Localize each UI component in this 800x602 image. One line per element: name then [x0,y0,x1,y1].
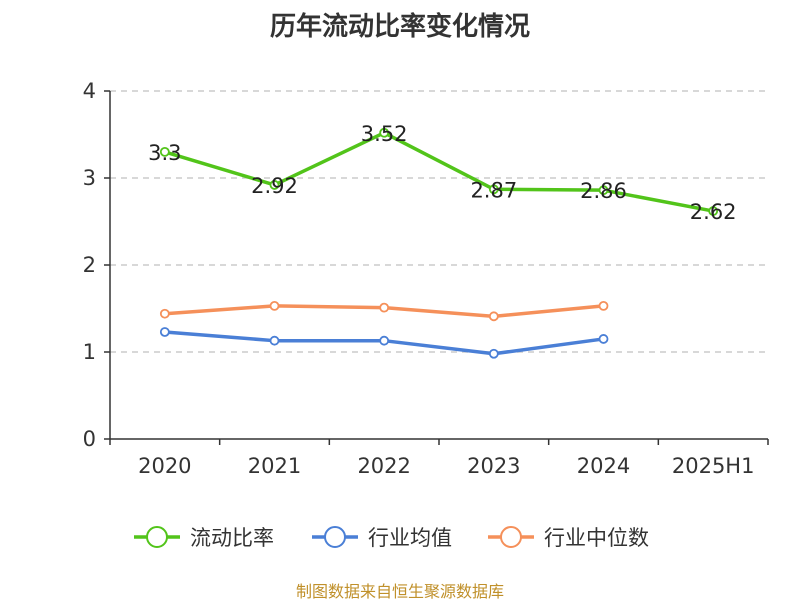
y-tick-label-0: 0 [83,427,96,451]
legend-label-1: 行业均值 [368,526,452,550]
data-point-0-4[interactable] [598,185,609,196]
x-tick-label-2023: 2023 [467,454,520,478]
legend-item-1[interactable]: 行业均值 [312,526,452,550]
data-label-4: 2.86 [580,179,627,203]
data-point-2-3[interactable] [488,311,499,322]
source-note: 制图数据来自恒生聚源数据库 [295,582,504,601]
data-label-5: 2.62 [690,200,737,224]
x-tick-label-2021: 2021 [248,454,301,478]
y-tick-label-2: 2 [83,253,96,277]
data-point-2-1[interactable] [269,300,280,311]
chart-title: 历年流动比率变化情况 [269,12,530,42]
data-point-0-5[interactable] [708,206,719,216]
data-label-2: 3.52 [361,122,408,146]
y-tick-label-3: 3 [83,166,96,190]
x-tick-label-2024: 2024 [577,454,630,478]
data-point-2-2[interactable] [379,302,390,313]
data-point-1-2[interactable] [379,335,390,346]
y-tick-label-4: 4 [83,79,96,103]
data-label-0: 3.3 [148,141,181,165]
data-point-2-0[interactable] [159,308,170,319]
data-point-0-1[interactable] [269,180,280,190]
legend-item-0[interactable]: 流动比率 [134,526,274,550]
legend-marker-1 [324,526,346,548]
data-point-2-4[interactable] [598,300,609,311]
data-point-1-0[interactable] [159,327,170,337]
data-point-1-1[interactable] [269,335,280,346]
legend-marker-0 [146,526,168,548]
legend-item-2[interactable]: 行业中位数 [488,526,649,550]
data-point-0-0[interactable] [159,146,170,157]
legend-label-0: 流动比率 [190,526,274,550]
legend[interactable]: 流动比率 行业均值 行业中位数 [134,526,649,550]
series-lines [159,127,719,359]
data-point-1-3[interactable] [488,348,499,359]
x-tick-label-2025H1: 2025H1 [672,454,755,478]
x-tick-label-2022: 2022 [357,454,410,478]
data-labels: 3.3 2.92 3.52 2.87 2.86 2.62 [148,122,736,224]
x-tick-label-2020: 2020 [138,454,191,478]
y-tick-label-1: 1 [83,340,96,364]
series-line-0 [164,131,714,213]
data-point-1-4[interactable] [598,334,609,344]
data-label-1: 2.92 [251,174,298,198]
data-point-0-2[interactable] [379,127,390,138]
data-label-3: 2.87 [470,178,517,202]
data-point-0-3[interactable] [488,184,499,195]
legend-marker-2 [500,526,522,548]
axes: 0 1 2 3 4 2020 2021 2022 2023 2024 2025H1 [83,79,769,478]
legend-label-2: 行业中位数 [544,526,649,550]
